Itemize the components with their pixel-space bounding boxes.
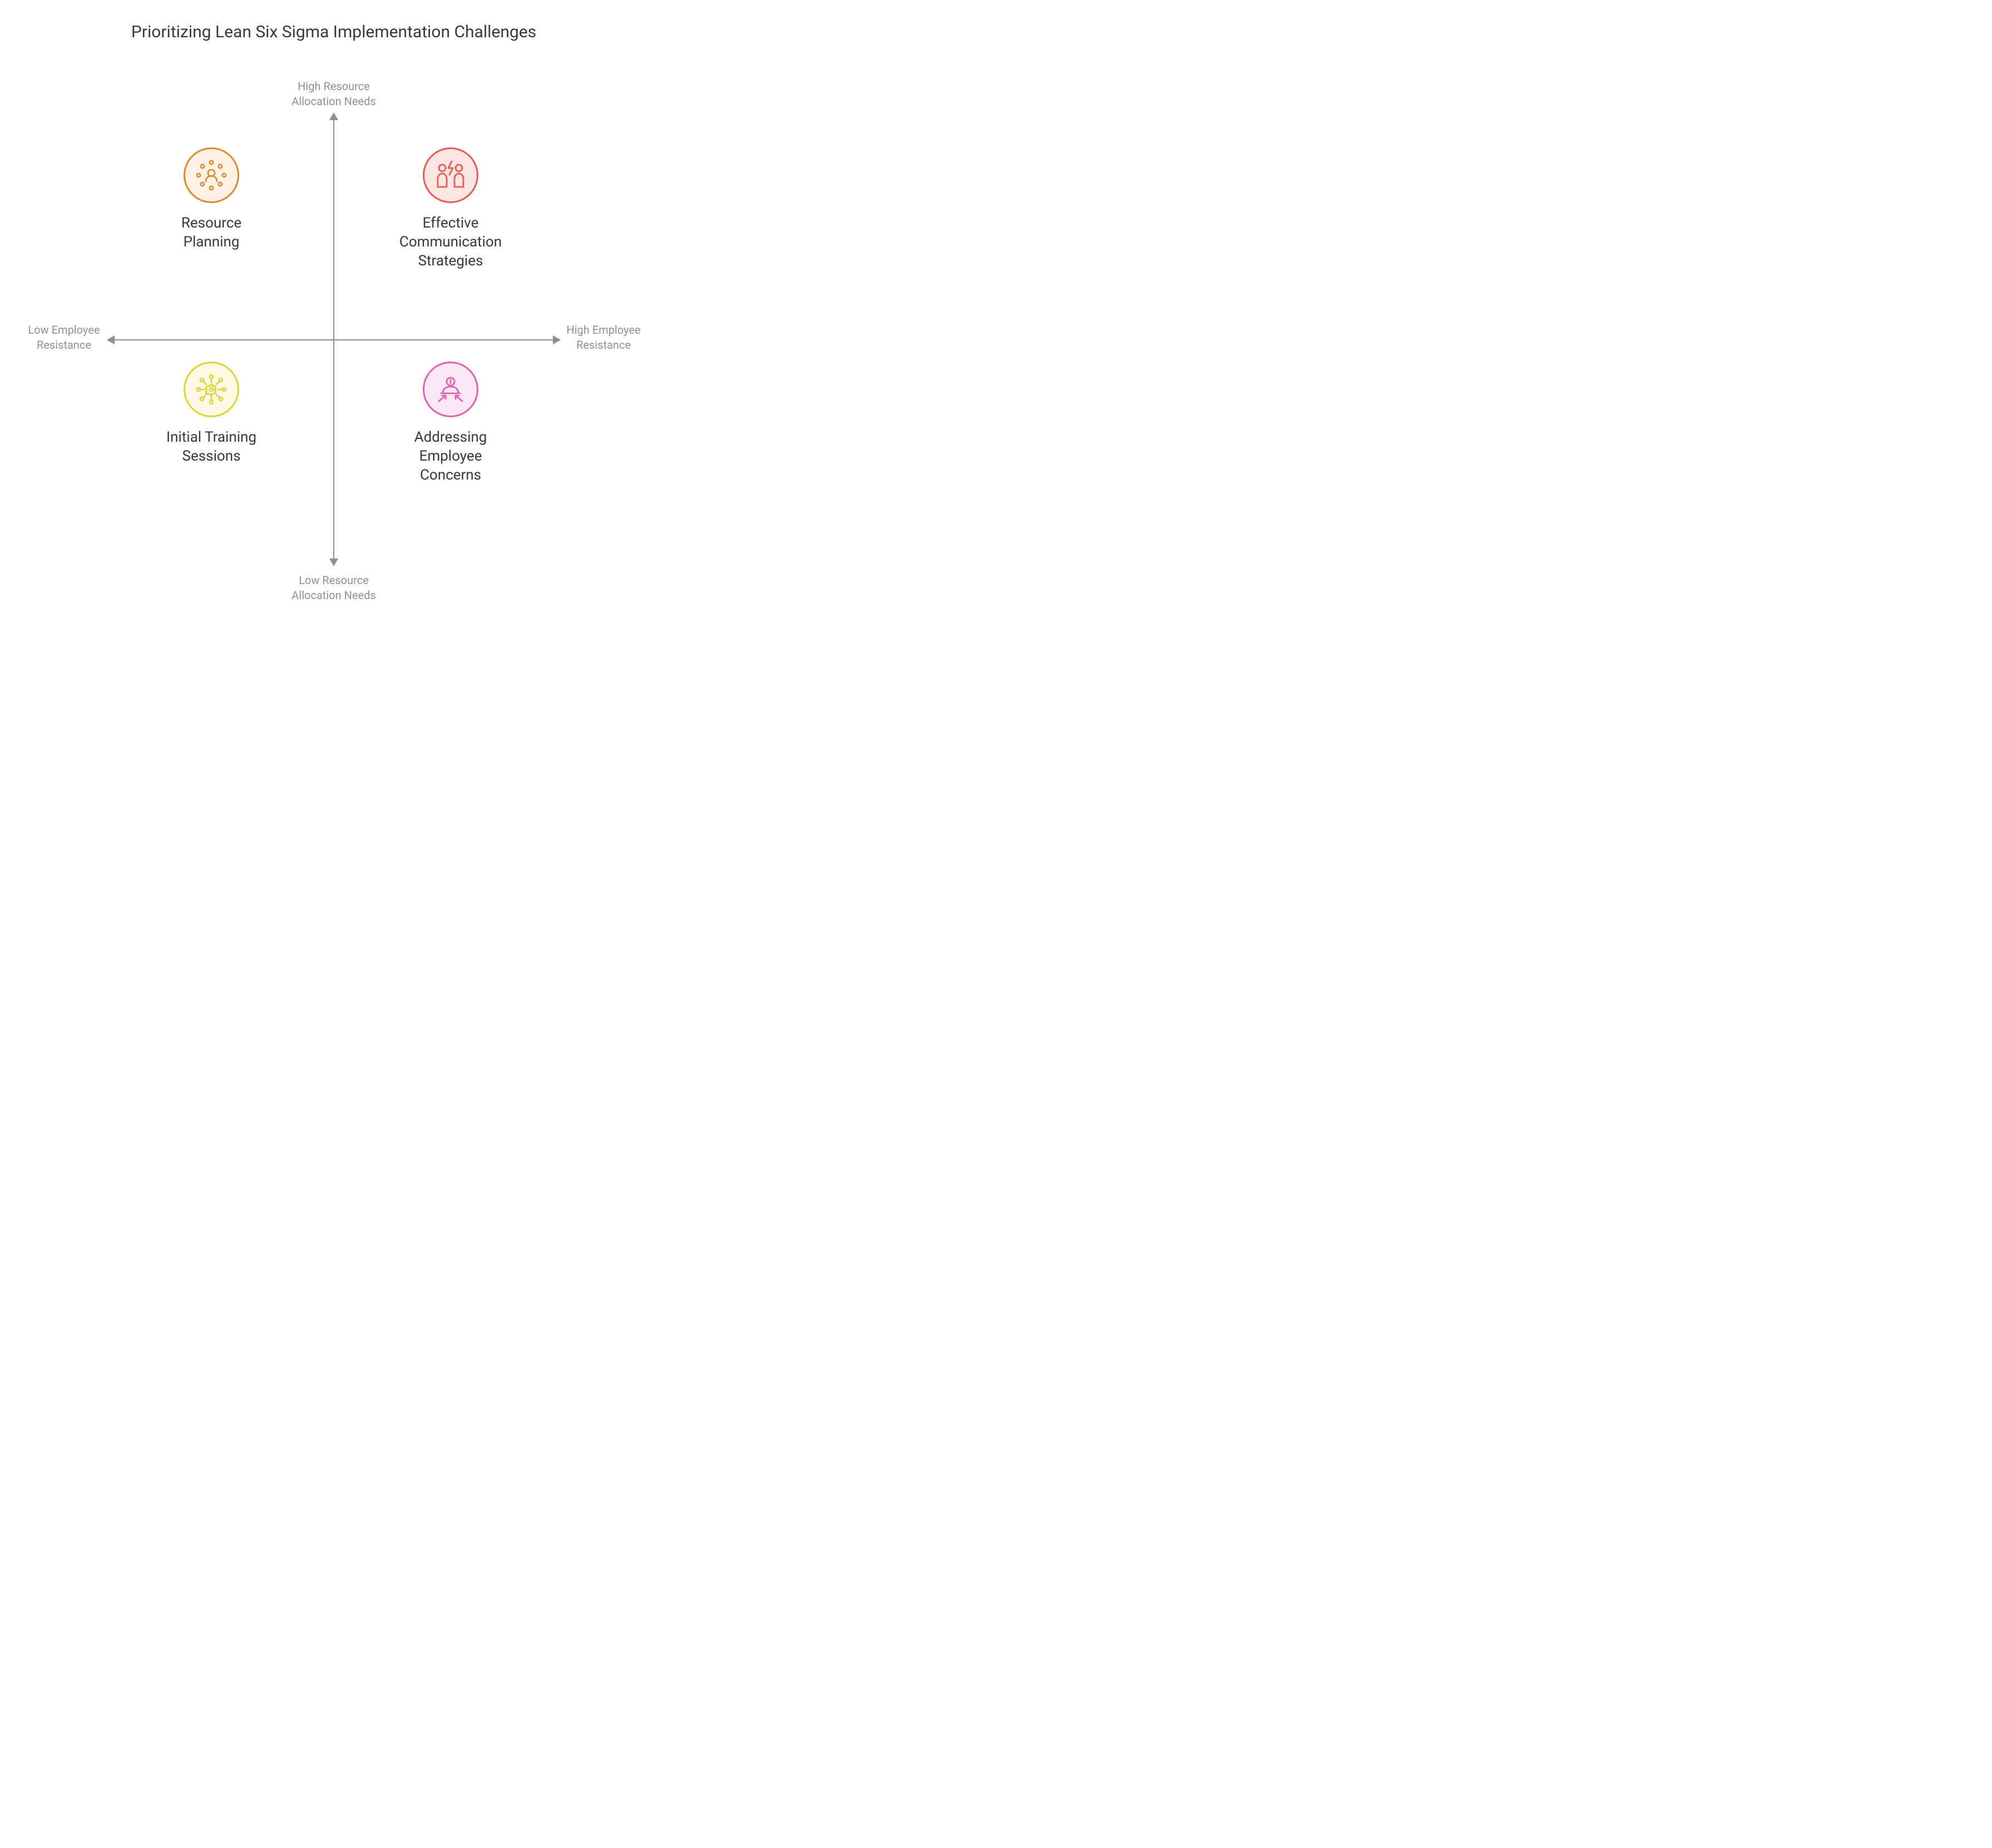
network-user-icon	[184, 147, 239, 203]
people-bolt-svg	[432, 158, 469, 192]
y-axis-line	[333, 117, 334, 562]
network-user-svg	[194, 158, 229, 192]
arrow-up-icon	[329, 112, 338, 120]
y-axis-high-label: High ResourceAllocation Needs	[250, 79, 417, 109]
chart-title: Prioritizing Lean Six Sigma Implementati…	[0, 22, 668, 42]
quadrant-top-right: EffectiveCommunicationStrategies	[367, 147, 534, 270]
y-axis-low-label: Low ResourceAllocation Needs	[250, 573, 417, 603]
person-focus-icon	[423, 362, 478, 417]
quadrant-label: Initial TrainingSessions	[128, 428, 295, 466]
x-axis-low-label: Low EmployeeResistance	[17, 323, 111, 353]
person-focus-svg	[433, 372, 468, 407]
x-axis-high-label: High EmployeeResistance	[556, 323, 651, 353]
quadrant-bottom-right: AddressingEmployeeConcerns	[367, 362, 534, 485]
quadrant-chart: High ResourceAllocation Needs Low Resour…	[67, 72, 601, 562]
people-bolt-icon	[423, 147, 478, 203]
hub-gear-icon	[184, 362, 239, 417]
hub-gear-svg	[194, 372, 229, 407]
quadrant-label: ResourcePlanning	[128, 214, 295, 252]
quadrant-bottom-left: Initial TrainingSessions	[128, 362, 295, 466]
arrow-down-icon	[329, 559, 338, 566]
quadrant-label: EffectiveCommunicationStrategies	[367, 214, 534, 270]
quadrant-label: AddressingEmployeeConcerns	[367, 428, 534, 485]
quadrant-top-left: ResourcePlanning	[128, 147, 295, 252]
